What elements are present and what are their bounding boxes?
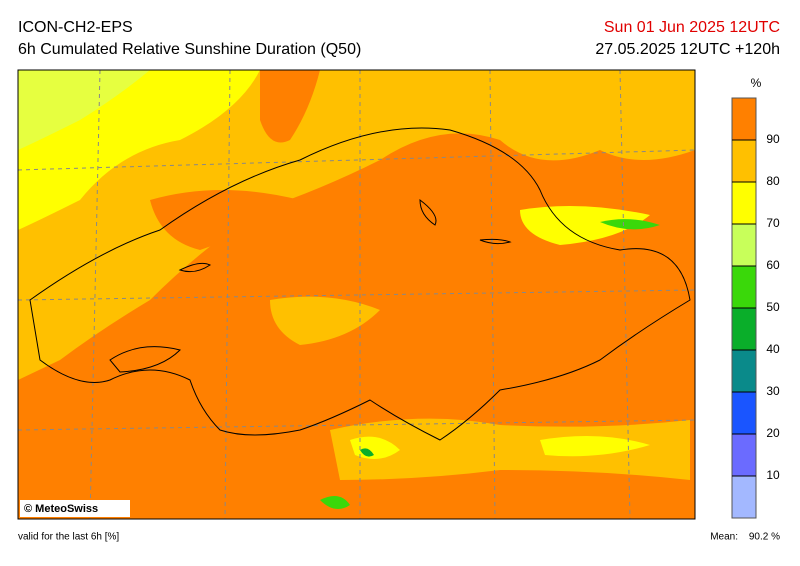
field-area: [360, 448, 374, 457]
colorbar-band: [732, 350, 756, 392]
field-area: [18, 70, 695, 380]
map-frame: [17, 69, 696, 520]
grid: [17, 69, 696, 520]
model-name: ICON-CH2-EPS: [18, 19, 133, 36]
colorbar-band: [732, 476, 756, 518]
colorbar-band: [732, 392, 756, 434]
product-title: 6h Cumulated Relative Sunshine Duration …: [18, 41, 361, 58]
colorbar-tick-label: 50: [766, 300, 780, 314]
colorbar-tick-label: 30: [766, 384, 780, 398]
copyright-box: [20, 500, 130, 517]
colorbar-unit: %: [751, 76, 762, 90]
field-area: [520, 206, 650, 245]
run-time: 27.05.2025 12UTC +120h: [595, 41, 780, 58]
field-area: [540, 436, 650, 457]
field-area: [320, 496, 350, 509]
map: © MeteoSwiss: [17, 69, 696, 520]
colorbar-tick-label: 60: [766, 258, 780, 272]
mean-value: 90.2 %: [749, 532, 780, 543]
colorbar-band: [732, 140, 756, 182]
copyright: © MeteoSwiss: [24, 503, 98, 515]
field-area: [260, 70, 320, 143]
colorbar-band: [732, 224, 756, 266]
colorbar-band: [732, 308, 756, 350]
footer-valid: valid for the last 6h [%]: [18, 532, 119, 543]
country-border: [29, 127, 691, 441]
colorbar-tick-label: 40: [766, 342, 780, 356]
field-area: [150, 190, 300, 250]
field-area: [18, 70, 150, 150]
colorbar-tick-label: 80: [766, 174, 780, 188]
field-area: [270, 296, 380, 345]
lake: [109, 198, 512, 373]
colorbar-band: [732, 182, 756, 224]
colorbar-band: [732, 434, 756, 476]
colorbar-band: [732, 98, 756, 140]
mean-label: Mean:: [710, 532, 738, 543]
colorbar: % 10 20 30 40 50 60 70 80 90: [731, 76, 780, 519]
field-area: [600, 219, 660, 230]
colorbar-tick-label: 90: [766, 132, 780, 146]
valid-date: Sun 01 Jun 2025 12UTC: [604, 19, 780, 36]
colorbar-tick-label: 10: [766, 468, 780, 482]
colorbar-tick-label: 70: [766, 216, 780, 230]
field-area: [330, 418, 690, 480]
colorbar-tick-label: 20: [766, 426, 780, 440]
colorbar-band: [732, 266, 756, 308]
